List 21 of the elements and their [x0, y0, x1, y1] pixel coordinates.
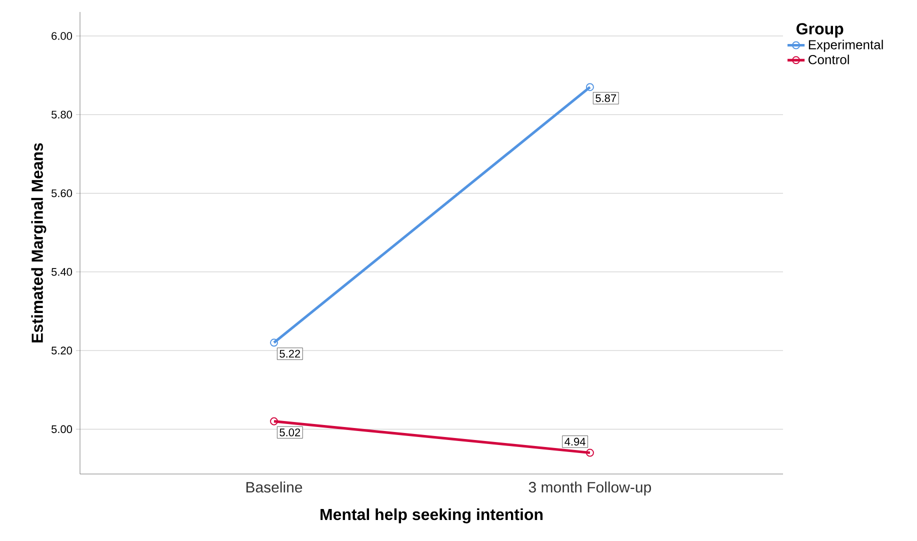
y-tick-label: 5.80 — [52, 110, 72, 119]
legend-label: Experimental — [808, 40, 883, 52]
x-axis-title: Mental help seeking intention — [320, 508, 543, 524]
legend-title: Group — [796, 23, 844, 38]
point — [270, 417, 278, 426]
y-tick-label: 5.40 — [52, 268, 72, 276]
data-label: 4.94 — [564, 438, 586, 446]
y-tick-label: 6.00 — [52, 32, 72, 40]
data-label: 5.22 — [280, 350, 300, 358]
x-tick-label: Baseline — [246, 482, 302, 493]
y-tick-label: 5.20 — [52, 346, 72, 354]
data-label: 5.02 — [280, 428, 300, 436]
y-tick-label: 5.00 — [52, 425, 72, 434]
x-tick-label: 3 month Follow-up — [528, 482, 651, 496]
point — [586, 448, 594, 457]
legend-label: Control — [808, 54, 849, 64]
y-axis-title: Estimated Marginal Means — [31, 143, 46, 342]
y-tick-label: 5.60 — [52, 189, 72, 198]
point — [586, 83, 594, 92]
data-label: 5.87 — [596, 94, 616, 102]
point — [270, 338, 278, 347]
